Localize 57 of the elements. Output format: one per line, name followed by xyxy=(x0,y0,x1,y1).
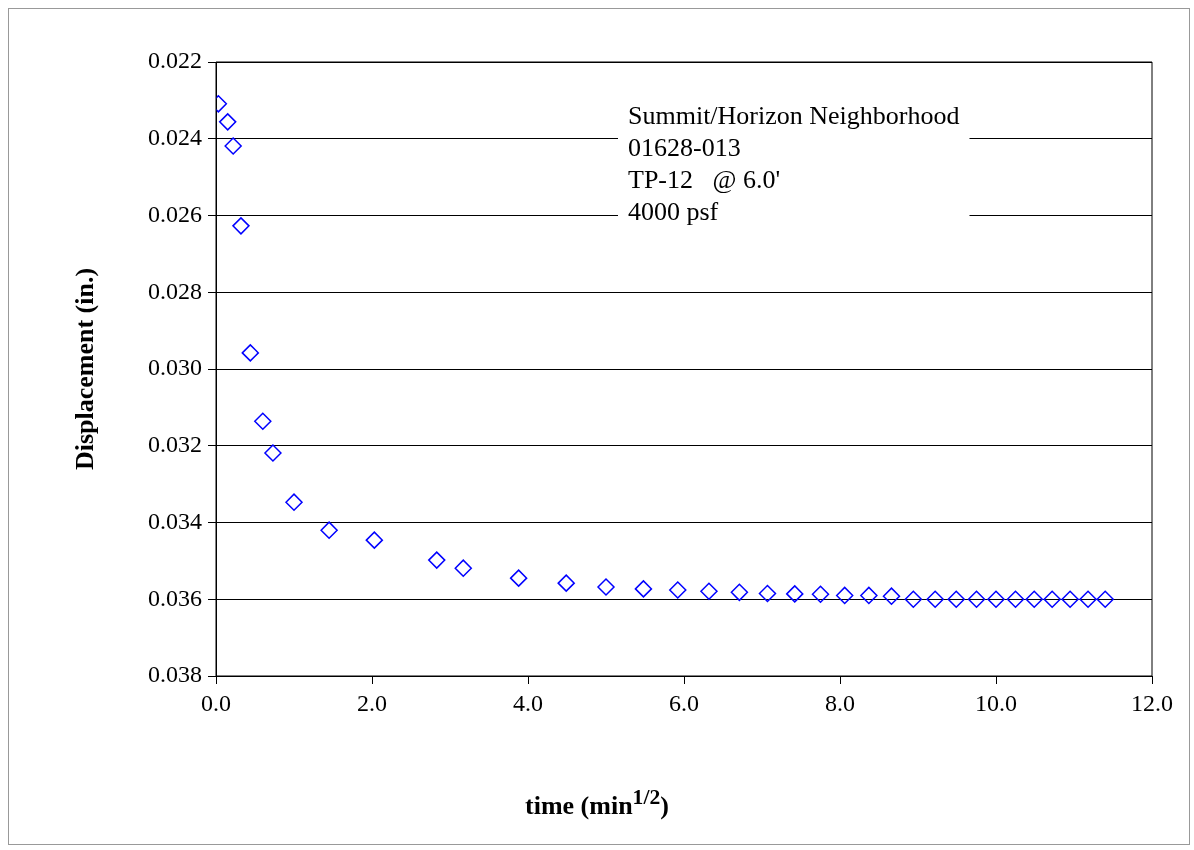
point xyxy=(264,444,282,462)
point xyxy=(597,578,615,596)
point xyxy=(786,585,804,603)
x-tick-label: 10.0 xyxy=(975,689,1017,716)
point xyxy=(926,590,944,608)
point xyxy=(1043,590,1061,608)
y-tick-label: 0.026 xyxy=(148,200,202,227)
x-tick-label: 0.0 xyxy=(201,689,231,716)
point xyxy=(882,587,901,605)
point xyxy=(454,559,473,577)
point xyxy=(1006,590,1025,608)
y-axis-title: Displacement (in.) xyxy=(70,267,100,471)
x-tick-label: 8.0 xyxy=(825,689,855,716)
annotation: 4000 psf xyxy=(628,196,719,226)
point xyxy=(967,590,986,608)
y-tick-label: 0.032 xyxy=(148,431,202,458)
point xyxy=(947,590,965,608)
point xyxy=(860,586,878,605)
point xyxy=(1025,590,1043,608)
annotation: TP-12 @ 6.0' xyxy=(628,164,781,194)
point xyxy=(509,569,528,587)
point xyxy=(669,581,687,599)
point xyxy=(634,580,653,598)
point xyxy=(365,531,384,549)
y-tick-label: 0.028 xyxy=(148,277,202,304)
y-tick-label: 0.024 xyxy=(148,124,202,151)
point xyxy=(218,113,237,131)
annotation: 01628-013 xyxy=(628,132,741,162)
point xyxy=(904,590,923,608)
annotation: Summit/Horizon Neighborhood xyxy=(628,100,960,130)
point xyxy=(835,586,854,605)
point xyxy=(241,344,260,362)
point xyxy=(224,137,242,155)
point xyxy=(1096,590,1114,608)
point xyxy=(700,582,718,600)
point xyxy=(285,493,303,511)
x-tick-label: 6.0 xyxy=(669,689,699,716)
y-tick-label: 0.034 xyxy=(148,507,202,534)
x-tick-label: 12.0 xyxy=(1131,689,1173,716)
point xyxy=(320,521,338,539)
x-axis-title: time (min$^{1/2}$) xyxy=(524,785,670,821)
point xyxy=(427,551,446,569)
x-tick-label: 4.0 xyxy=(513,689,543,716)
y-tick-label: 0.036 xyxy=(148,584,202,611)
y-tick-label: 0.030 xyxy=(148,354,202,381)
point xyxy=(987,590,1005,608)
x-tick-label: 2.0 xyxy=(357,689,387,716)
point xyxy=(232,217,250,235)
y-tick-label: 0.038 xyxy=(148,661,202,688)
point xyxy=(758,584,777,603)
point xyxy=(811,585,830,604)
point xyxy=(557,574,575,592)
point xyxy=(730,583,749,602)
y-tick-label: 0.022 xyxy=(148,47,202,74)
point xyxy=(1061,590,1079,608)
point xyxy=(254,412,272,430)
point xyxy=(1079,590,1097,608)
